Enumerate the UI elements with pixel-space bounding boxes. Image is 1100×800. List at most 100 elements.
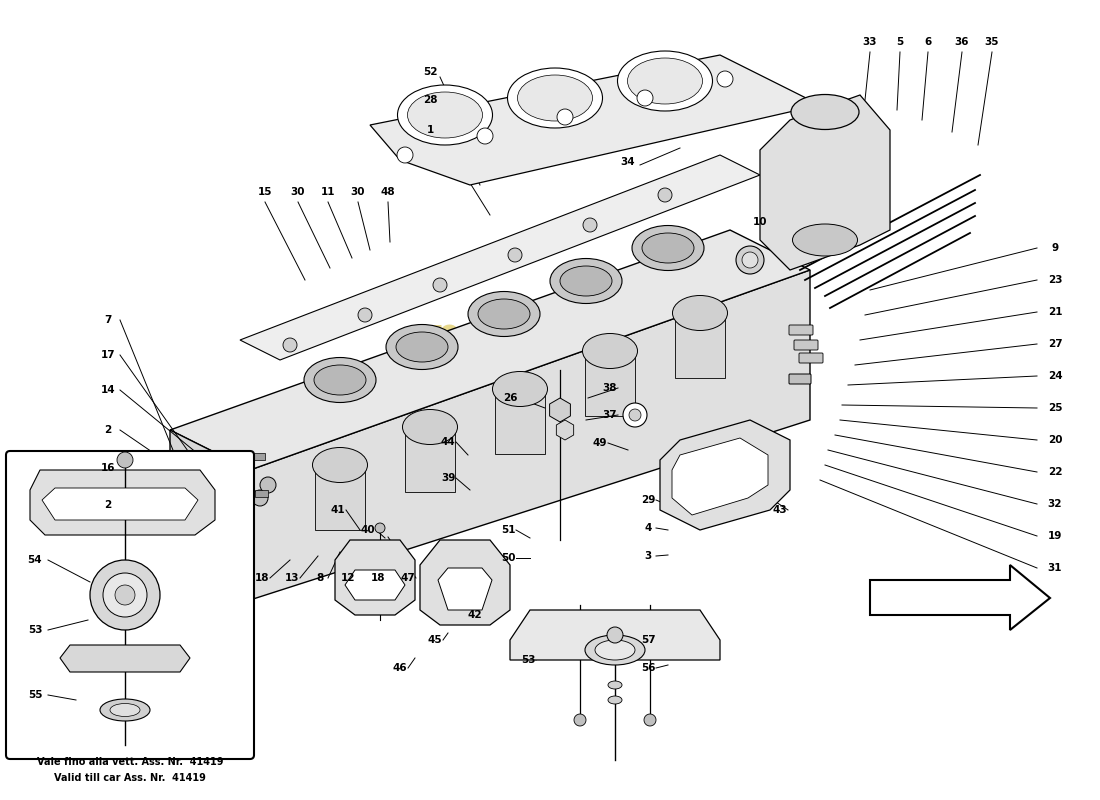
Text: 31: 31 <box>1047 563 1063 573</box>
Ellipse shape <box>608 696 622 704</box>
Text: 22: 22 <box>1047 467 1063 477</box>
Polygon shape <box>240 155 760 360</box>
Circle shape <box>433 278 447 292</box>
Polygon shape <box>370 55 820 185</box>
Polygon shape <box>336 540 415 615</box>
Text: 3: 3 <box>645 551 651 561</box>
Text: 12: 12 <box>341 573 355 583</box>
Text: 32: 32 <box>1047 499 1063 509</box>
Text: 1: 1 <box>427 125 433 135</box>
Polygon shape <box>170 430 250 600</box>
FancyBboxPatch shape <box>6 451 254 759</box>
Polygon shape <box>255 490 268 497</box>
Text: 18: 18 <box>371 573 385 583</box>
Text: 7: 7 <box>104 315 112 325</box>
Ellipse shape <box>397 85 493 145</box>
Text: 10: 10 <box>752 217 768 227</box>
Polygon shape <box>870 565 1050 630</box>
Text: 2: 2 <box>104 500 111 510</box>
Text: 42: 42 <box>468 610 482 620</box>
Ellipse shape <box>386 325 458 370</box>
Ellipse shape <box>560 266 612 296</box>
Text: 26: 26 <box>503 393 517 403</box>
Ellipse shape <box>585 635 645 665</box>
Circle shape <box>644 714 656 726</box>
Circle shape <box>397 147 412 163</box>
Circle shape <box>583 218 597 232</box>
Text: 17: 17 <box>101 350 116 360</box>
Text: 55: 55 <box>28 690 42 700</box>
Text: 11: 11 <box>321 187 336 197</box>
Circle shape <box>574 714 586 726</box>
Circle shape <box>358 308 372 322</box>
Text: 53: 53 <box>520 655 536 665</box>
Text: Valid till car Ass. Nr.  41419: Valid till car Ass. Nr. 41419 <box>54 773 206 783</box>
Ellipse shape <box>407 92 483 138</box>
Polygon shape <box>250 270 810 600</box>
FancyBboxPatch shape <box>799 353 823 363</box>
Text: 6: 6 <box>924 37 932 47</box>
Circle shape <box>90 560 160 630</box>
Circle shape <box>557 109 573 125</box>
Text: 30: 30 <box>351 187 365 197</box>
Ellipse shape <box>617 51 713 111</box>
Polygon shape <box>510 610 720 660</box>
Circle shape <box>252 490 268 506</box>
Ellipse shape <box>493 371 548 406</box>
Text: 2: 2 <box>104 425 111 435</box>
Text: 20: 20 <box>1047 435 1063 445</box>
Ellipse shape <box>791 94 859 130</box>
Text: 45: 45 <box>428 635 442 645</box>
Text: 46: 46 <box>393 663 407 673</box>
Circle shape <box>260 477 276 493</box>
Text: 40: 40 <box>361 525 375 535</box>
Ellipse shape <box>517 75 593 121</box>
Circle shape <box>508 248 522 262</box>
Text: 38: 38 <box>603 383 617 393</box>
Circle shape <box>477 128 493 144</box>
Text: 13: 13 <box>285 573 299 583</box>
Text: 9: 9 <box>1052 243 1058 253</box>
Ellipse shape <box>100 699 150 721</box>
Text: 51: 51 <box>500 525 515 535</box>
Text: passion for
automotives
1985: passion for automotives 1985 <box>414 315 726 465</box>
Ellipse shape <box>642 233 694 263</box>
FancyBboxPatch shape <box>794 340 818 350</box>
Circle shape <box>174 459 206 491</box>
Ellipse shape <box>468 291 540 337</box>
Polygon shape <box>30 470 214 535</box>
Text: 54: 54 <box>28 555 42 565</box>
Text: 21: 21 <box>1047 307 1063 317</box>
Text: 15: 15 <box>257 187 273 197</box>
Text: 30: 30 <box>290 187 306 197</box>
Text: 50: 50 <box>500 553 515 563</box>
Polygon shape <box>345 570 405 600</box>
Polygon shape <box>495 384 544 454</box>
FancyBboxPatch shape <box>789 325 813 335</box>
Polygon shape <box>675 308 725 378</box>
Circle shape <box>283 338 297 352</box>
Text: 36: 36 <box>955 37 969 47</box>
Polygon shape <box>160 458 226 464</box>
Text: 39: 39 <box>441 473 455 483</box>
Text: 14: 14 <box>101 385 116 395</box>
Circle shape <box>736 246 764 274</box>
Circle shape <box>179 509 211 541</box>
Ellipse shape <box>627 58 703 104</box>
Circle shape <box>116 585 135 605</box>
Text: 5: 5 <box>896 37 903 47</box>
Circle shape <box>187 517 204 533</box>
Polygon shape <box>438 568 492 610</box>
Circle shape <box>629 409 641 421</box>
Polygon shape <box>315 460 365 530</box>
Text: 24: 24 <box>1047 371 1063 381</box>
Text: 53: 53 <box>28 625 42 635</box>
Text: 29: 29 <box>641 495 656 505</box>
Text: 16: 16 <box>101 463 116 473</box>
Text: 8: 8 <box>317 573 323 583</box>
Ellipse shape <box>507 68 603 128</box>
Text: 43: 43 <box>772 505 788 515</box>
Polygon shape <box>252 453 265 460</box>
Ellipse shape <box>396 332 448 362</box>
Polygon shape <box>660 420 790 530</box>
